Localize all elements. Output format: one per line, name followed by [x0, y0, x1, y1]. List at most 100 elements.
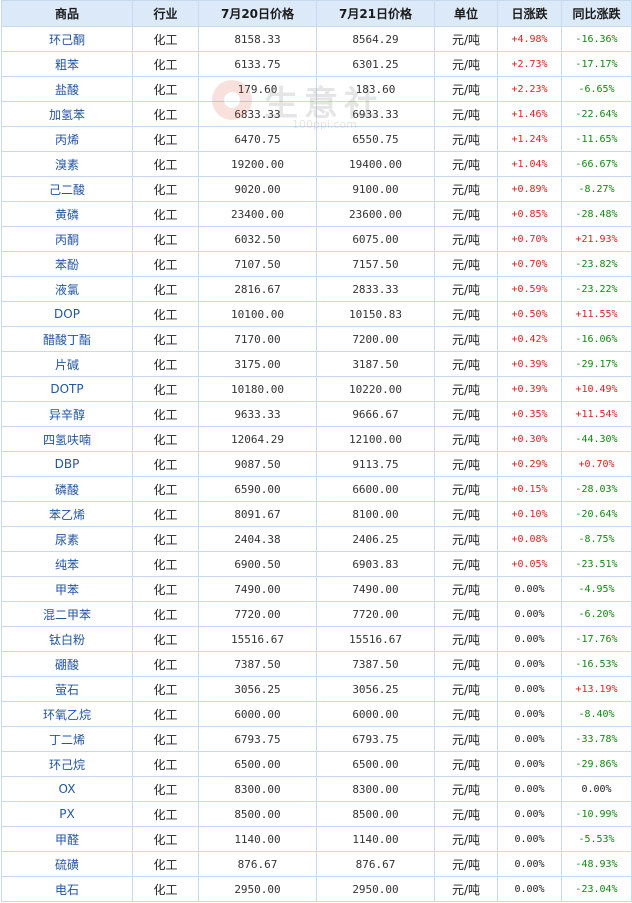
daily-change-cell: +1.24%: [497, 126, 562, 152]
commodity-name-link[interactable]: 环氧乙烷: [1, 701, 133, 727]
table-row: 盐酸 化工 179.60 183.60 元/吨 +2.23% -6.65%: [1, 76, 632, 102]
price-curr-cell: 8564.29: [316, 26, 435, 52]
daily-change-cell: 0.00%: [497, 751, 562, 777]
table-row: DOTP 化工 10180.00 10220.00 元/吨 +0.39% +10.49%: [1, 376, 632, 402]
table-row: 纯苯 化工 6900.50 6903.83 元/吨 +0.05% -23.51%: [1, 551, 632, 577]
table-row: 甲醛 化工 1140.00 1140.00 元/吨 0.00% -5.53%: [1, 826, 632, 852]
commodity-name-link[interactable]: 丙酮: [1, 226, 133, 252]
price-curr-cell: 6903.83: [316, 551, 435, 577]
daily-change-cell: +2.23%: [497, 76, 562, 102]
industry-cell: 化工: [132, 376, 199, 402]
commodity-name-link[interactable]: 盐酸: [1, 76, 133, 102]
table-row: 四氢呋喃 化工 12064.29 12100.00 元/吨 +0.30% -44.30%: [1, 426, 632, 452]
commodity-name-link[interactable]: 磷酸: [1, 476, 133, 502]
industry-cell: 化工: [132, 676, 199, 702]
unit-cell: 元/吨: [434, 376, 498, 402]
table-row: DOP 化工 10100.00 10150.83 元/吨 +0.50% +11.55%: [1, 301, 632, 327]
yoy-change-cell: +11.54%: [561, 401, 632, 427]
commodity-name-link[interactable]: 环己烷: [1, 751, 133, 777]
price-curr-cell: 15516.67: [316, 626, 435, 652]
table-row: 醋酸丁酯 化工 7170.00 7200.00 元/吨 +0.42% -16.06%: [1, 326, 632, 352]
industry-cell: 化工: [132, 626, 199, 652]
commodity-name-link[interactable]: DBP: [1, 451, 133, 477]
commodity-name-link[interactable]: 己二酸: [1, 176, 133, 202]
commodity-name-link[interactable]: 钛白粉: [1, 626, 133, 652]
commodity-name-link[interactable]: DOP: [1, 301, 133, 327]
yoy-change-cell: +11.55%: [561, 301, 632, 327]
yoy-change-cell: -8.40%: [561, 701, 632, 727]
commodity-name-link[interactable]: OX: [1, 776, 133, 802]
commodity-name-link[interactable]: 异辛醇: [1, 401, 133, 427]
commodity-name-link[interactable]: DOTP: [1, 376, 133, 402]
commodity-name-link[interactable]: 环己酮: [1, 26, 133, 52]
daily-change-cell: 0.00%: [497, 701, 562, 727]
commodity-name-link[interactable]: 甲苯: [1, 576, 133, 602]
price-prev-cell: 10100.00: [198, 301, 317, 327]
yoy-change-cell: -16.53%: [561, 651, 632, 677]
yoy-change-cell: -29.17%: [561, 351, 632, 377]
commodity-name-link[interactable]: 混二甲苯: [1, 601, 133, 627]
daily-change-cell: +0.89%: [497, 176, 562, 202]
commodity-name-link[interactable]: 粗苯: [1, 51, 133, 77]
price-curr-cell: 183.60: [316, 76, 435, 102]
commodity-name-link[interactable]: 硫磺: [1, 851, 133, 877]
unit-cell: 元/吨: [434, 576, 498, 602]
commodity-name-link[interactable]: 片碱: [1, 351, 133, 377]
price-prev-cell: 10180.00: [198, 376, 317, 402]
price-curr-cell: 7387.50: [316, 651, 435, 677]
header-price-curr: 7月21日价格: [316, 0, 435, 27]
price-curr-cell: 9100.00: [316, 176, 435, 202]
commodity-name-link[interactable]: 甲醛: [1, 826, 133, 852]
unit-cell: 元/吨: [434, 151, 498, 177]
table-row: 环氧乙烷 化工 6000.00 6000.00 元/吨 0.00% -8.40%: [1, 701, 632, 727]
unit-cell: 元/吨: [434, 451, 498, 477]
commodity-name-link[interactable]: 苯酚: [1, 251, 133, 277]
table-row: 黄磷 化工 23400.00 23600.00 元/吨 +0.85% -28.48%: [1, 201, 632, 227]
commodity-name-link[interactable]: 黄磷: [1, 201, 133, 227]
header-industry: 行业: [132, 0, 199, 27]
industry-cell: 化工: [132, 76, 199, 102]
industry-cell: 化工: [132, 576, 199, 602]
price-prev-cell: 6833.33: [198, 101, 317, 127]
commodity-name-link[interactable]: 丁二烯: [1, 726, 133, 752]
unit-cell: 元/吨: [434, 826, 498, 852]
unit-cell: 元/吨: [434, 626, 498, 652]
commodity-name-link[interactable]: 纯苯: [1, 551, 133, 577]
yoy-change-cell: -48.93%: [561, 851, 632, 877]
commodity-name-link[interactable]: 尿素: [1, 526, 133, 552]
price-curr-cell: 3056.25: [316, 676, 435, 702]
commodity-name-link[interactable]: 加氢苯: [1, 101, 133, 127]
table-row: 硼酸 化工 7387.50 7387.50 元/吨 0.00% -16.53%: [1, 651, 632, 677]
commodity-name-link[interactable]: 萤石: [1, 676, 133, 702]
price-curr-cell: 7157.50: [316, 251, 435, 277]
price-prev-cell: 7490.00: [198, 576, 317, 602]
yoy-change-cell: -16.36%: [561, 26, 632, 52]
daily-change-cell: 0.00%: [497, 801, 562, 827]
commodity-name-link[interactable]: 醋酸丁酯: [1, 326, 133, 352]
daily-change-cell: +0.30%: [497, 426, 562, 452]
commodity-name-link[interactable]: 四氢呋喃: [1, 426, 133, 452]
commodity-name-link[interactable]: 液氯: [1, 276, 133, 302]
table-row: 丙烯 化工 6470.75 6550.75 元/吨 +1.24% -11.65%: [1, 126, 632, 152]
commodity-name-link[interactable]: 电石: [1, 876, 133, 902]
commodity-name-link[interactable]: 硼酸: [1, 651, 133, 677]
commodity-name-link[interactable]: 溴素: [1, 151, 133, 177]
unit-cell: 元/吨: [434, 276, 498, 302]
yoy-change-cell: -23.04%: [561, 876, 632, 902]
commodity-name-link[interactable]: 丙烯: [1, 126, 133, 152]
industry-cell: 化工: [132, 351, 199, 377]
industry-cell: 化工: [132, 176, 199, 202]
industry-cell: 化工: [132, 326, 199, 352]
commodity-name-link[interactable]: PX: [1, 801, 133, 827]
header-unit: 单位: [434, 0, 498, 27]
table-row: 硫磺 化工 876.67 876.67 元/吨 0.00% -48.93%: [1, 851, 632, 877]
commodity-name-link[interactable]: 苯乙烯: [1, 501, 133, 527]
unit-cell: 元/吨: [434, 801, 498, 827]
price-curr-cell: 7490.00: [316, 576, 435, 602]
yoy-change-cell: -66.67%: [561, 151, 632, 177]
price-prev-cell: 23400.00: [198, 201, 317, 227]
price-curr-cell: 6301.25: [316, 51, 435, 77]
price-curr-cell: 6075.00: [316, 226, 435, 252]
industry-cell: 化工: [132, 551, 199, 577]
price-curr-cell: 8300.00: [316, 776, 435, 802]
